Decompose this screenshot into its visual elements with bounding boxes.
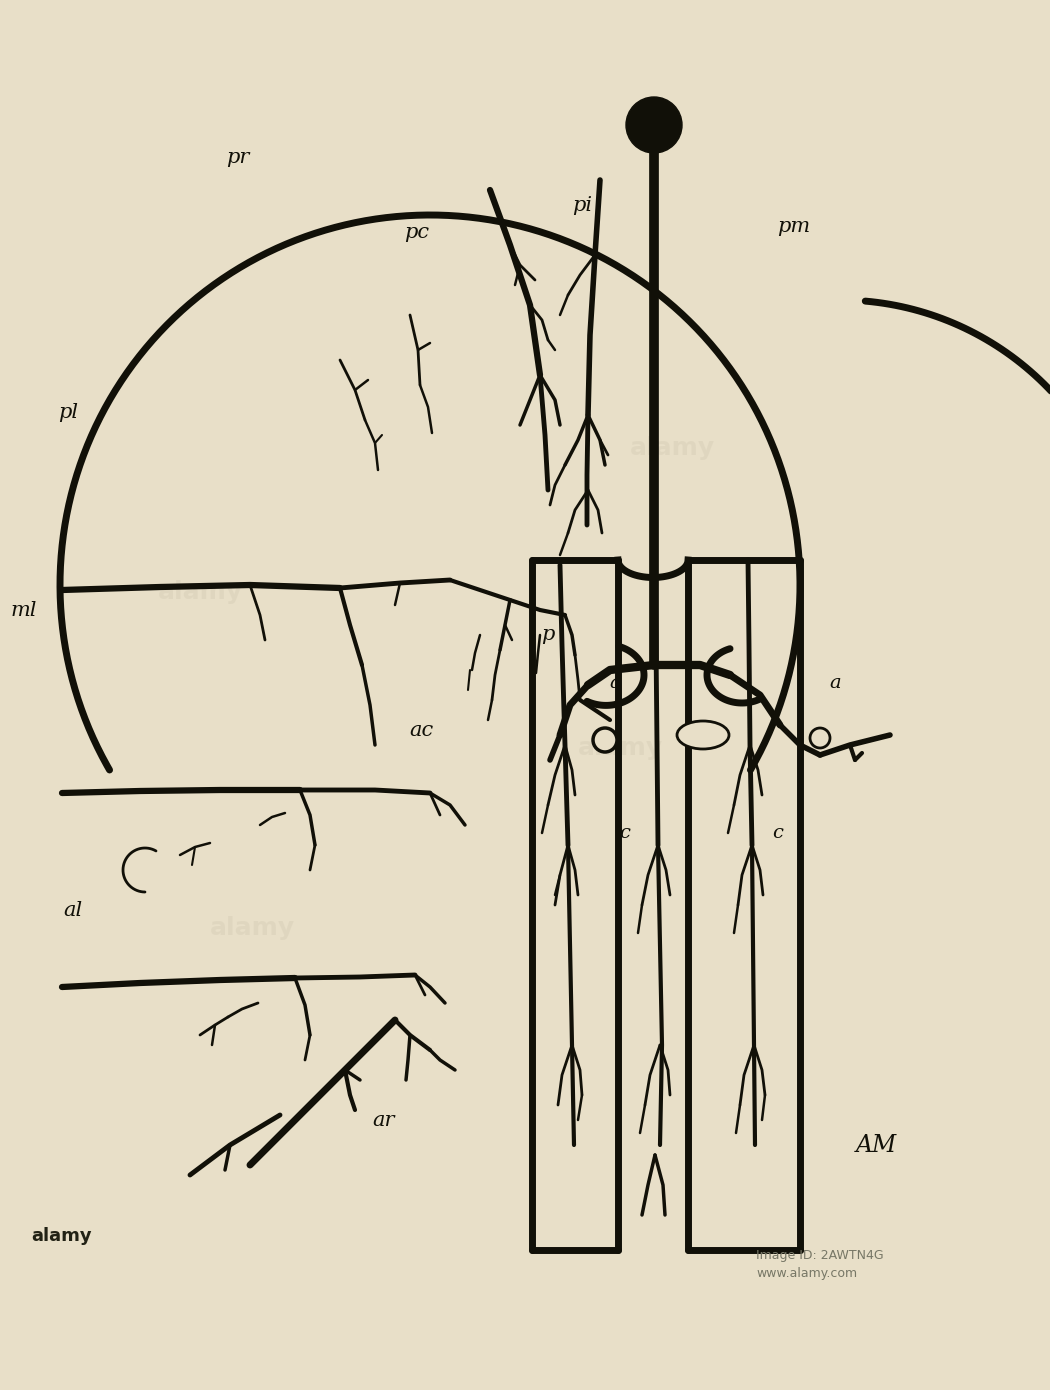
Text: pr: pr (226, 147, 249, 167)
Text: Image ID: 2AWTN4G: Image ID: 2AWTN4G (756, 1250, 884, 1262)
Text: pi: pi (572, 196, 592, 215)
Text: ac: ac (410, 721, 434, 741)
Text: a: a (830, 674, 841, 692)
Text: p: p (541, 626, 554, 645)
Text: alamy: alamy (210, 916, 295, 940)
Text: ml: ml (10, 602, 37, 620)
Text: c: c (772, 824, 782, 842)
Text: alamy: alamy (158, 580, 243, 605)
Text: pl: pl (58, 403, 78, 423)
Text: ar: ar (373, 1112, 395, 1130)
Circle shape (593, 728, 617, 752)
Circle shape (626, 97, 682, 153)
Text: alamy: alamy (578, 735, 663, 760)
Text: alamy: alamy (32, 1227, 92, 1245)
Text: alamy: alamy (630, 436, 715, 460)
Text: AM: AM (856, 1133, 897, 1156)
Text: c: c (620, 824, 630, 842)
Text: al: al (63, 902, 82, 920)
Text: a: a (609, 674, 621, 692)
Text: pm: pm (777, 217, 811, 236)
Circle shape (810, 728, 830, 748)
Text: www.alamy.com: www.alamy.com (756, 1268, 857, 1280)
Ellipse shape (677, 721, 729, 749)
Text: pc: pc (404, 224, 429, 242)
